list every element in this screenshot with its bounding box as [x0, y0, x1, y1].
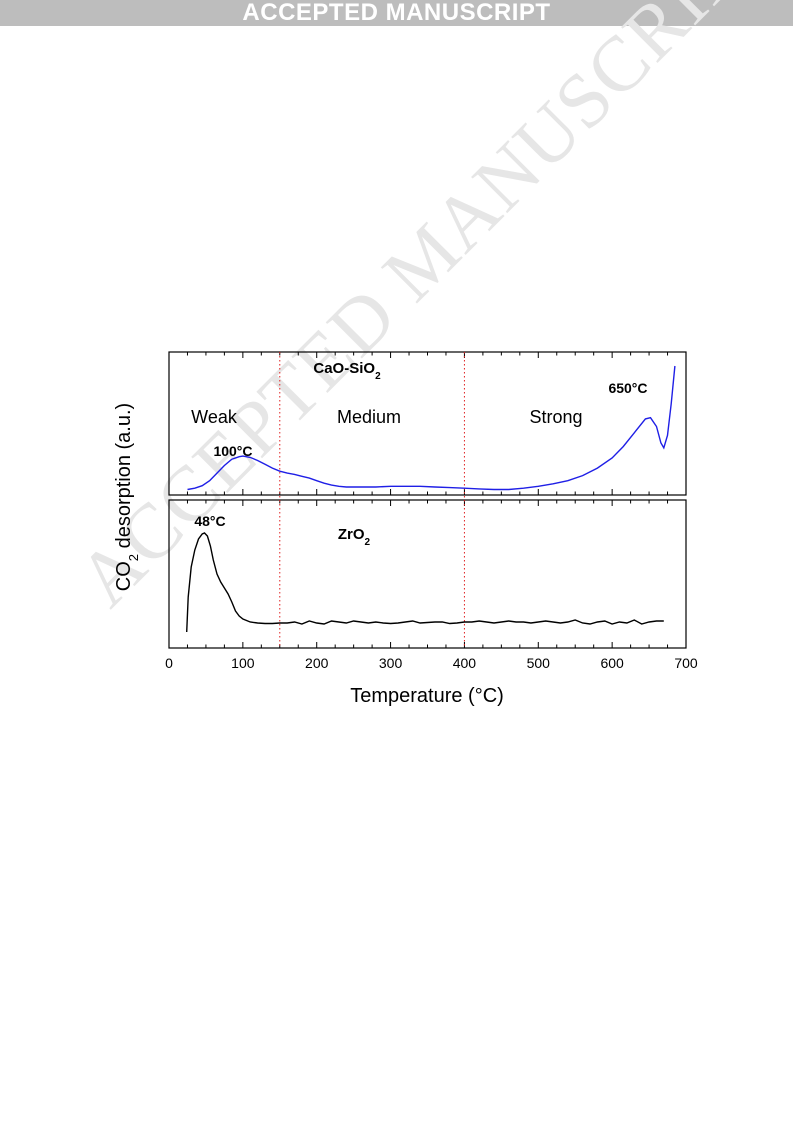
bottom-panel-title: ZrO2: [338, 526, 371, 548]
x-tick-label-200: 200: [305, 655, 329, 671]
y-axis-label: CO2 desorption (a.u.): [113, 403, 141, 591]
x-tick-label-300: 300: [379, 655, 403, 671]
peak-label-650c: 650°C: [608, 380, 647, 396]
bottom-panel-ticks: [168, 500, 687, 648]
top-panel-title: CaO-SiO2: [313, 360, 381, 382]
region-label-strong: Strong: [529, 407, 582, 427]
x-tick-label-700: 700: [674, 655, 698, 671]
x-tick-label-0: 0: [165, 655, 173, 671]
bottom-panel-frame: [168, 499, 687, 649]
x-tick-label-600: 600: [600, 655, 624, 671]
top-panel-ticks: [168, 352, 687, 495]
peak-label-48c: 48°C: [194, 513, 225, 529]
peak-label-100c: 100°C: [213, 443, 252, 459]
top-panel-frame: [168, 351, 687, 496]
accepted-manuscript-banner: ACCEPTED MANUSCRIPT: [0, 0, 793, 26]
x-tick-label-100: 100: [231, 655, 255, 671]
region-label-medium: Medium: [337, 407, 401, 427]
x-tick-label-500: 500: [527, 655, 551, 671]
series-line-zro2: [186, 532, 664, 633]
x-tick-labels: 0 100 200 300 400 500 600 700: [165, 655, 698, 671]
region-dividers: [279, 352, 465, 648]
x-tick-label-400: 400: [453, 655, 477, 671]
region-label-weak: Weak: [191, 407, 238, 427]
x-axis-label: Temperature (°C): [350, 685, 504, 707]
series-line-cao-sio2: [187, 365, 676, 491]
